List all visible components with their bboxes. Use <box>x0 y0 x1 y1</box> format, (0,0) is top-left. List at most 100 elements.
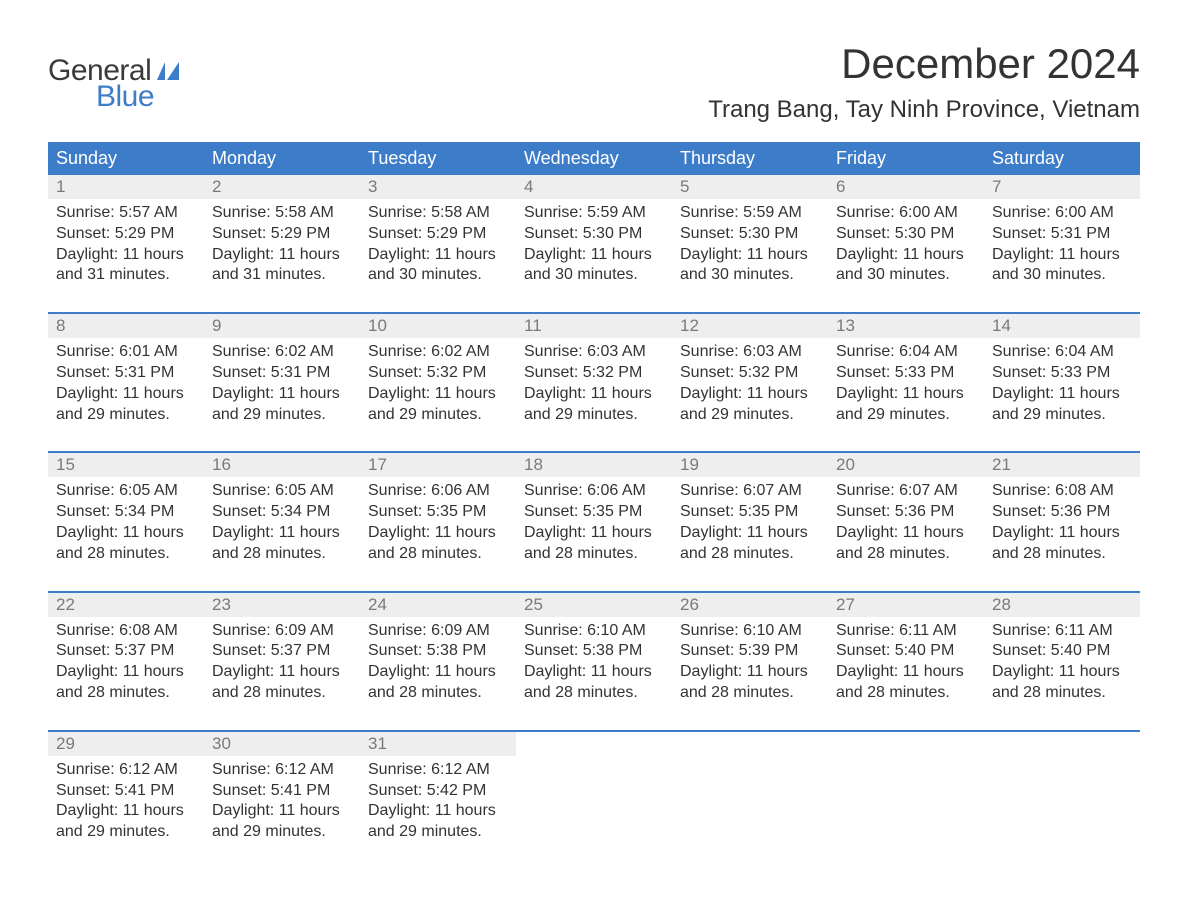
daylight-line-2: and 28 minutes. <box>524 544 664 565</box>
day-number-cell: 16 <box>204 453 360 477</box>
day-data-cell: Sunrise: 6:07 AMSunset: 5:35 PMDaylight:… <box>672 477 828 591</box>
daylight-line-1: Daylight: 11 hours <box>680 245 820 266</box>
daylight-line-2: and 28 minutes. <box>836 683 976 704</box>
day-data-cell: Sunrise: 6:04 AMSunset: 5:33 PMDaylight:… <box>984 338 1140 452</box>
day-data-cell: Sunrise: 6:10 AMSunset: 5:39 PMDaylight:… <box>672 617 828 731</box>
day-number-cell: 19 <box>672 453 828 477</box>
daylight-line-1: Daylight: 11 hours <box>680 523 820 544</box>
daylight-line-2: and 29 minutes. <box>836 405 976 426</box>
daylight-line-2: and 28 minutes. <box>368 544 508 565</box>
day-data-cell <box>828 756 984 869</box>
daylight-line-2: and 30 minutes. <box>680 265 820 286</box>
day-data-cell: Sunrise: 6:07 AMSunset: 5:36 PMDaylight:… <box>828 477 984 591</box>
day-data-cell: Sunrise: 6:08 AMSunset: 5:36 PMDaylight:… <box>984 477 1140 591</box>
daylight-line-1: Daylight: 11 hours <box>368 384 508 405</box>
calendar-body: 1234567Sunrise: 5:57 AMSunset: 5:29 PMDa… <box>48 175 1140 869</box>
day-data-row: Sunrise: 6:05 AMSunset: 5:34 PMDaylight:… <box>48 477 1140 591</box>
daylight-line-1: Daylight: 11 hours <box>212 801 352 822</box>
daylight-line-2: and 31 minutes. <box>212 265 352 286</box>
sunset-line: Sunset: 5:35 PM <box>524 502 664 523</box>
daylight-line-1: Daylight: 11 hours <box>56 245 196 266</box>
daylight-line-2: and 29 minutes. <box>212 822 352 843</box>
sunset-line: Sunset: 5:35 PM <box>368 502 508 523</box>
sunset-line: Sunset: 5:34 PM <box>212 502 352 523</box>
sunrise-line: Sunrise: 6:09 AM <box>212 621 352 642</box>
daylight-line-1: Daylight: 11 hours <box>524 662 664 683</box>
day-data-cell: Sunrise: 6:11 AMSunset: 5:40 PMDaylight:… <box>828 617 984 731</box>
day-number-cell: 28 <box>984 593 1140 617</box>
daylight-line-1: Daylight: 11 hours <box>56 662 196 683</box>
day-header: Sunday <box>48 142 204 175</box>
day-data-cell: Sunrise: 6:04 AMSunset: 5:33 PMDaylight:… <box>828 338 984 452</box>
daylight-line-2: and 29 minutes. <box>56 822 196 843</box>
day-data-cell: Sunrise: 5:59 AMSunset: 5:30 PMDaylight:… <box>516 199 672 313</box>
day-data-cell: Sunrise: 6:09 AMSunset: 5:38 PMDaylight:… <box>360 617 516 731</box>
sunset-line: Sunset: 5:35 PM <box>680 502 820 523</box>
day-header: Monday <box>204 142 360 175</box>
daylight-line-1: Daylight: 11 hours <box>368 523 508 544</box>
daylight-line-2: and 30 minutes. <box>368 265 508 286</box>
day-data-row: Sunrise: 6:01 AMSunset: 5:31 PMDaylight:… <box>48 338 1140 452</box>
daylight-line-1: Daylight: 11 hours <box>680 384 820 405</box>
day-data-cell: Sunrise: 6:08 AMSunset: 5:37 PMDaylight:… <box>48 617 204 731</box>
daylight-line-1: Daylight: 11 hours <box>368 245 508 266</box>
sunset-line: Sunset: 5:36 PM <box>992 502 1132 523</box>
day-data-row: Sunrise: 5:57 AMSunset: 5:29 PMDaylight:… <box>48 199 1140 313</box>
day-data-cell: Sunrise: 6:03 AMSunset: 5:32 PMDaylight:… <box>516 338 672 452</box>
daylight-line-2: and 29 minutes. <box>524 405 664 426</box>
sunset-line: Sunset: 5:29 PM <box>368 224 508 245</box>
sunrise-line: Sunrise: 6:12 AM <box>212 760 352 781</box>
day-data-cell: Sunrise: 6:10 AMSunset: 5:38 PMDaylight:… <box>516 617 672 731</box>
day-data-cell: Sunrise: 5:58 AMSunset: 5:29 PMDaylight:… <box>204 199 360 313</box>
sunset-line: Sunset: 5:30 PM <box>836 224 976 245</box>
sunset-line: Sunset: 5:37 PM <box>212 641 352 662</box>
daylight-line-2: and 28 minutes. <box>212 683 352 704</box>
day-number-row: 15161718192021 <box>48 453 1140 477</box>
month-title: December 2024 <box>708 40 1140 88</box>
sunrise-line: Sunrise: 6:10 AM <box>524 621 664 642</box>
day-number-cell: 10 <box>360 314 516 338</box>
sunrise-line: Sunrise: 5:57 AM <box>56 203 196 224</box>
day-data-cell <box>516 756 672 869</box>
day-data-row: Sunrise: 6:12 AMSunset: 5:41 PMDaylight:… <box>48 756 1140 869</box>
daylight-line-2: and 29 minutes. <box>368 405 508 426</box>
sunset-line: Sunset: 5:42 PM <box>368 781 508 802</box>
daylight-line-2: and 28 minutes. <box>368 683 508 704</box>
day-number-cell: 13 <box>828 314 984 338</box>
daylight-line-1: Daylight: 11 hours <box>836 662 976 683</box>
day-data-cell: Sunrise: 6:01 AMSunset: 5:31 PMDaylight:… <box>48 338 204 452</box>
day-header: Thursday <box>672 142 828 175</box>
sunset-line: Sunset: 5:30 PM <box>524 224 664 245</box>
day-data-cell: Sunrise: 6:12 AMSunset: 5:41 PMDaylight:… <box>48 756 204 869</box>
day-number-cell: 25 <box>516 593 672 617</box>
sunrise-line: Sunrise: 6:05 AM <box>56 481 196 502</box>
day-data-cell: Sunrise: 6:02 AMSunset: 5:32 PMDaylight:… <box>360 338 516 452</box>
day-number-cell <box>984 732 1140 756</box>
day-number-cell: 23 <box>204 593 360 617</box>
sunset-line: Sunset: 5:34 PM <box>56 502 196 523</box>
sunset-line: Sunset: 5:32 PM <box>524 363 664 384</box>
day-number-cell <box>672 732 828 756</box>
day-data-cell: Sunrise: 6:11 AMSunset: 5:40 PMDaylight:… <box>984 617 1140 731</box>
daylight-line-2: and 29 minutes. <box>212 405 352 426</box>
daylight-line-1: Daylight: 11 hours <box>212 662 352 683</box>
header-row: General Blue December 2024 Trang Bang, T… <box>48 40 1140 136</box>
sunset-line: Sunset: 5:33 PM <box>836 363 976 384</box>
sunrise-line: Sunrise: 6:12 AM <box>368 760 508 781</box>
day-data-cell <box>672 756 828 869</box>
daylight-line-1: Daylight: 11 hours <box>992 245 1132 266</box>
sunset-line: Sunset: 5:29 PM <box>56 224 196 245</box>
daylight-line-1: Daylight: 11 hours <box>56 801 196 822</box>
logo-flag-icon <box>157 62 185 80</box>
daylight-line-1: Daylight: 11 hours <box>680 662 820 683</box>
calendar-page: General Blue December 2024 Trang Bang, T… <box>0 0 1188 869</box>
sunrise-line: Sunrise: 6:04 AM <box>836 342 976 363</box>
sunrise-line: Sunrise: 6:01 AM <box>56 342 196 363</box>
day-data-cell: Sunrise: 5:57 AMSunset: 5:29 PMDaylight:… <box>48 199 204 313</box>
day-number-cell: 12 <box>672 314 828 338</box>
sunrise-line: Sunrise: 6:08 AM <box>992 481 1132 502</box>
sunset-line: Sunset: 5:40 PM <box>836 641 976 662</box>
sunrise-line: Sunrise: 6:07 AM <box>836 481 976 502</box>
day-number-cell: 2 <box>204 175 360 199</box>
day-number-row: 22232425262728 <box>48 593 1140 617</box>
